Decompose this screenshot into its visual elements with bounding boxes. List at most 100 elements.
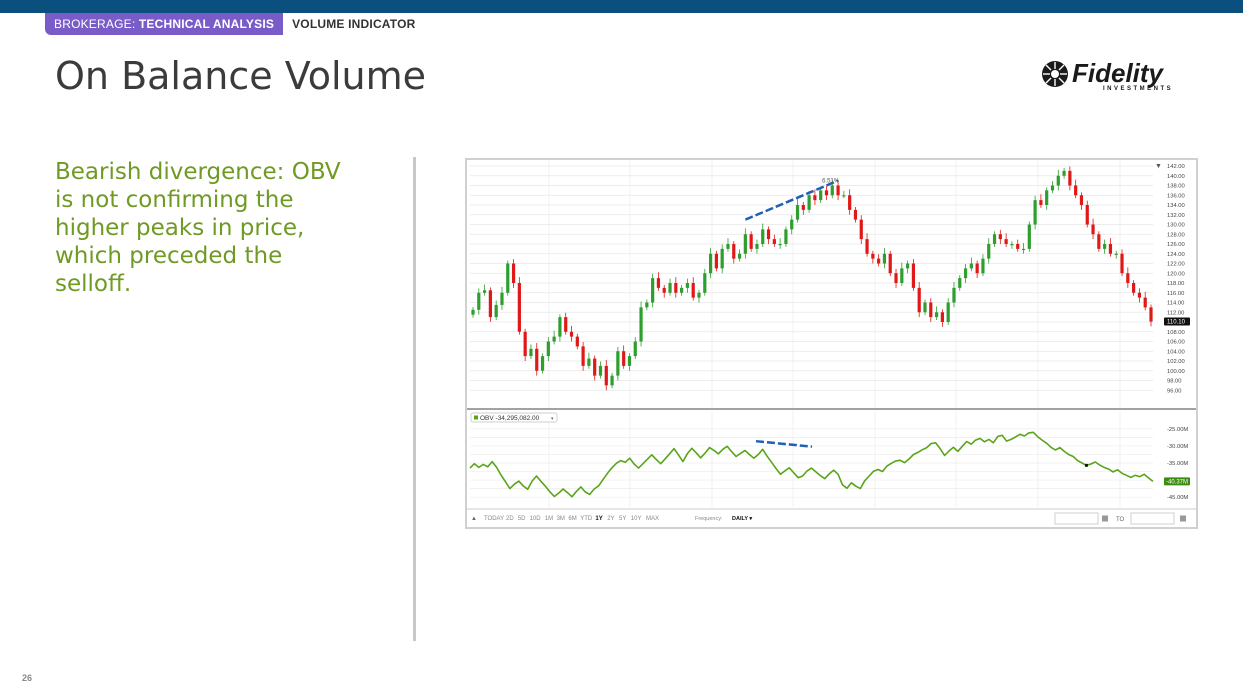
- obv-legend-swatch: [474, 415, 478, 420]
- candle-body: [616, 351, 620, 376]
- range-button-5y[interactable]: 5Y: [619, 516, 626, 522]
- obv-axis: -25.00M -30.00M -35.00M -45.00M: [1167, 427, 1188, 501]
- candle-body: [900, 268, 904, 283]
- candle-body: [807, 195, 811, 210]
- end-date-input[interactable]: [1130, 512, 1175, 525]
- candle-body: [877, 258, 881, 264]
- range-button-6m[interactable]: 6M: [568, 516, 576, 522]
- logo-wordmark: Fidelity: [1072, 58, 1165, 88]
- breadcrumb-prefix: BROKERAGE:: [54, 17, 139, 31]
- vertical-divider: [413, 157, 416, 641]
- candle-body: [535, 348, 539, 371]
- obv-legend[interactable]: OBV -34,295,082.00 ▾: [470, 412, 558, 423]
- candle-body: [790, 219, 794, 230]
- candle-body: [1027, 224, 1031, 249]
- candle-body: [848, 195, 852, 210]
- candle-body: [488, 290, 492, 318]
- candle-body: [819, 190, 823, 201]
- range-button-max[interactable]: MAX: [646, 516, 659, 522]
- candle-body: [1149, 307, 1153, 322]
- candle-body: [1132, 283, 1136, 293]
- candle-body: [865, 239, 869, 254]
- range-button-today[interactable]: TODAY: [484, 516, 504, 522]
- price-tick-label: 104.00: [1167, 349, 1185, 355]
- candle-body: [1137, 292, 1142, 298]
- last-price-label: 110.10: [1167, 320, 1186, 326]
- candle-body: [1021, 248, 1026, 251]
- candle-body: [813, 195, 817, 201]
- candle-body: [987, 244, 991, 259]
- candle-body: [1126, 273, 1130, 283]
- candle-body: [801, 205, 805, 210]
- candle-body: [1004, 239, 1008, 244]
- range-button-ytd[interactable]: YTD: [580, 516, 593, 522]
- candle-body: [540, 356, 545, 371]
- candle-body: [564, 317, 568, 332]
- candlestick-series: [471, 166, 1153, 391]
- start-date-input[interactable]: [1054, 512, 1099, 525]
- candle-body: [1074, 185, 1078, 196]
- range-button-3m[interactable]: 3M: [557, 516, 565, 522]
- range-button-1y[interactable]: 1Y: [595, 516, 602, 522]
- candle-body: [471, 309, 475, 315]
- candle-body: [1108, 244, 1113, 254]
- candle-body: [969, 263, 973, 269]
- candle-body: [940, 312, 944, 322]
- candle-body: [894, 273, 898, 283]
- candle-body: [1045, 190, 1049, 205]
- last-price-tag: 110.10: [1164, 317, 1190, 326]
- scroll-left-icon[interactable]: ▲: [471, 516, 477, 522]
- range-button-2d[interactable]: 2D: [506, 516, 514, 522]
- candle-body: [1033, 200, 1037, 225]
- price-tick-label: 100.00: [1167, 369, 1185, 375]
- fidelity-logo: Fidelity INVESTMENTS: [1042, 58, 1171, 92]
- price-tick-label: 114.00: [1167, 301, 1184, 307]
- candle-body: [975, 263, 979, 274]
- to-label: TO: [1116, 517, 1125, 523]
- top-bar: [0, 0, 1243, 13]
- candle-body: [911, 263, 916, 288]
- price-tick-label: 108.00: [1167, 330, 1185, 336]
- obv-legend-box: [470, 412, 558, 423]
- range-button-5d[interactable]: 5D: [518, 516, 526, 522]
- frequency-dropdown[interactable]: DAILY ▾: [732, 516, 753, 522]
- candle-body: [506, 263, 510, 293]
- price-tick-label: 116.00: [1167, 291, 1184, 297]
- candle-body: [882, 253, 887, 264]
- range-button-10y[interactable]: 10Y: [631, 516, 642, 522]
- candle-body: [853, 209, 858, 220]
- price-tick-label: 122.00: [1167, 262, 1185, 268]
- price-tick-label: 136.00: [1167, 193, 1185, 199]
- candle-body: [610, 375, 614, 386]
- price-axis-collapse-icon[interactable]: ▼: [1155, 163, 1162, 170]
- range-button-2y[interactable]: 2Y: [607, 516, 614, 522]
- price-tick-label: 96.00: [1167, 388, 1182, 394]
- candle-body: [923, 302, 927, 313]
- candle-body: [680, 287, 684, 293]
- candle-body: [703, 273, 707, 293]
- price-tick-label: 138.00: [1167, 184, 1185, 190]
- candle-body: [784, 229, 788, 244]
- obv-last-value-tag: -40.37M: [1164, 477, 1190, 486]
- candle-body: [836, 185, 840, 196]
- candle-body: [778, 244, 782, 246]
- candle-body: [992, 234, 997, 244]
- candle-body: [1114, 253, 1118, 255]
- candle-body: [529, 348, 533, 357]
- candle-body: [697, 292, 701, 298]
- candle-body: [749, 234, 753, 249]
- candle-body: [674, 283, 678, 293]
- candle-body: [859, 219, 863, 240]
- obv-legend-dropdown-icon[interactable]: ▾: [551, 416, 554, 422]
- obv-grid: [470, 411, 1153, 507]
- start-calendar-icon[interactable]: [1102, 515, 1108, 522]
- candle-body: [627, 356, 632, 366]
- price-tick-label: 98.00: [1167, 379, 1182, 385]
- range-button-10d[interactable]: 10D: [530, 516, 542, 522]
- end-calendar-icon[interactable]: [1180, 515, 1186, 522]
- section-tag: VOLUME INDICATOR: [292, 17, 416, 31]
- range-button-1m[interactable]: 1M: [545, 516, 553, 522]
- price-axis: 142.00 140.00 138.00 136.00 134.00 132.00 130.…: [1167, 164, 1185, 394]
- candle-body: [981, 258, 985, 274]
- obv-last-badge: [1164, 477, 1190, 486]
